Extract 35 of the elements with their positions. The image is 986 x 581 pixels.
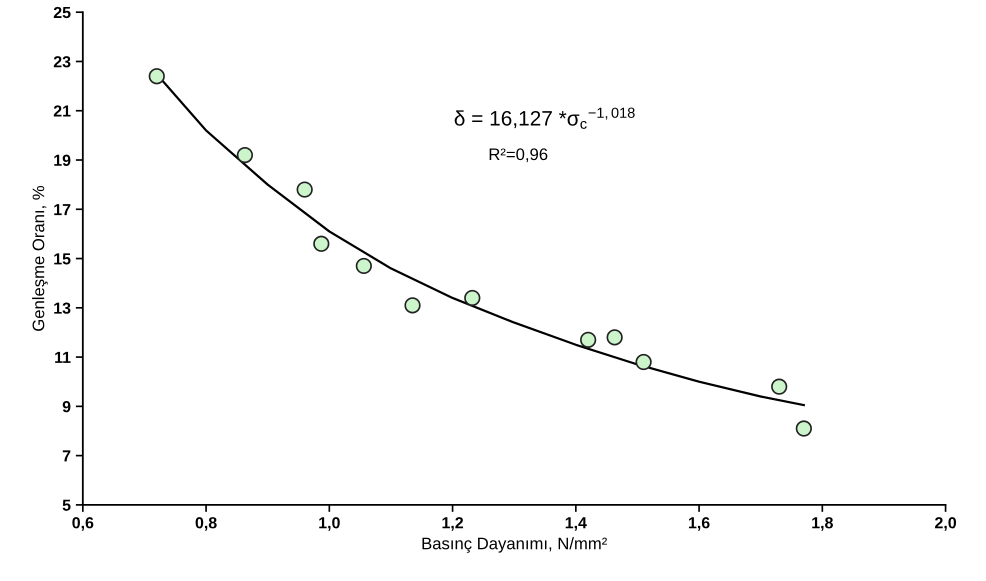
y-tick-label: 5 [62, 500, 71, 511]
y-tick-label: 21 [54, 105, 71, 117]
point [606, 329, 623, 346]
y-tick-label: 13 [54, 302, 70, 314]
y-tick-label: 23 [54, 56, 70, 68]
y-tick-label: 7 [62, 450, 70, 462]
y-tick-label: 9 [62, 400, 70, 412]
x-tick-label: 1,8 [812, 517, 833, 531]
y-tick-label: 15 [54, 253, 71, 264]
point [296, 181, 313, 198]
point [635, 354, 652, 370]
point [148, 68, 165, 84]
y-tick-label: 19 [54, 154, 70, 166]
point [356, 258, 372, 274]
x-tick-label: 1,2 [442, 517, 464, 531]
point [580, 332, 596, 348]
x-tick-label: 1,6 [688, 517, 710, 531]
point [313, 236, 330, 252]
x-tick-label: 0,8 [196, 517, 217, 531]
point [464, 290, 480, 306]
x-tick-label: 0,6 [72, 517, 94, 531]
y-axis-title: Genleşme Oranı, % [32, 186, 48, 331]
annotation: R²=0,96 [490, 148, 548, 162]
annotation: δ = 16,127 *σ$_{c}$$^{−1,018}$ [454, 108, 635, 129]
x-tick-label: 1,0 [319, 517, 340, 531]
point [236, 146, 254, 164]
point [404, 297, 421, 314]
point [771, 378, 788, 395]
y-tick-label: 25 [54, 6, 71, 18]
x-axis-title: Basınç Dayanımı, N/mm² [422, 537, 607, 553]
point [796, 420, 812, 437]
y-tick-label: 11 [55, 352, 71, 363]
x-tick-label: 2,0 [935, 517, 956, 531]
y-tick-label: 17 [54, 204, 70, 216]
x-tick-label: 1,4 [566, 517, 587, 531]
